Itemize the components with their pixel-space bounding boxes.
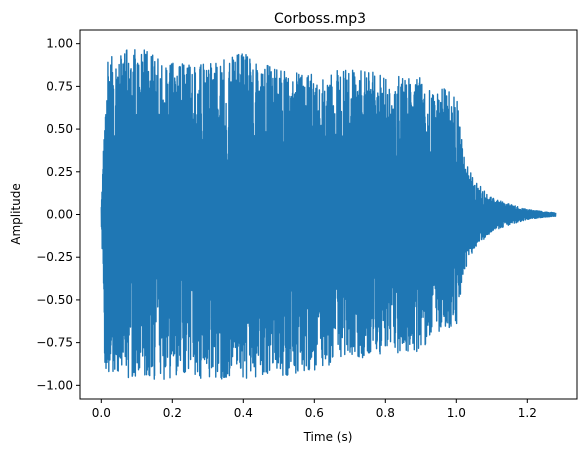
x-tick-label: 0.4 [234,406,253,420]
y-axis-label: Amplitude [9,183,23,245]
x-tick-label: 0.8 [376,406,395,420]
y-tick-label: −0.50 [36,293,73,307]
y-tick-label: 0.50 [46,122,73,136]
x-tick-label: 1.2 [518,406,537,420]
x-tick-label: 0.0 [92,406,111,420]
y-axis: 1.00 0.75 0.50 0.25 0.00 −0.25 −0.50 −0.75 −1.00 [36,37,80,392]
x-tick-label: 1.0 [447,406,466,420]
x-axis: 0.0 0.2 0.4 0.6 0.8 1.0 1.2 [92,399,537,420]
y-tick-label: −1.00 [36,378,73,392]
x-axis-label: Time (s) [303,430,353,444]
y-tick-label: 1.00 [46,37,73,51]
y-tick-label: −0.25 [36,250,73,264]
chart-title: Corboss.mp3 [274,11,366,27]
y-tick-label: 0.25 [46,165,73,179]
y-tick-label: −0.75 [36,336,73,350]
plot-area [100,49,557,380]
x-tick-label: 0.6 [305,406,324,420]
y-tick-label: 0.00 [46,208,73,222]
x-tick-label: 0.2 [163,406,182,420]
y-tick-label: 0.75 [46,79,73,93]
waveform-line [100,49,557,380]
